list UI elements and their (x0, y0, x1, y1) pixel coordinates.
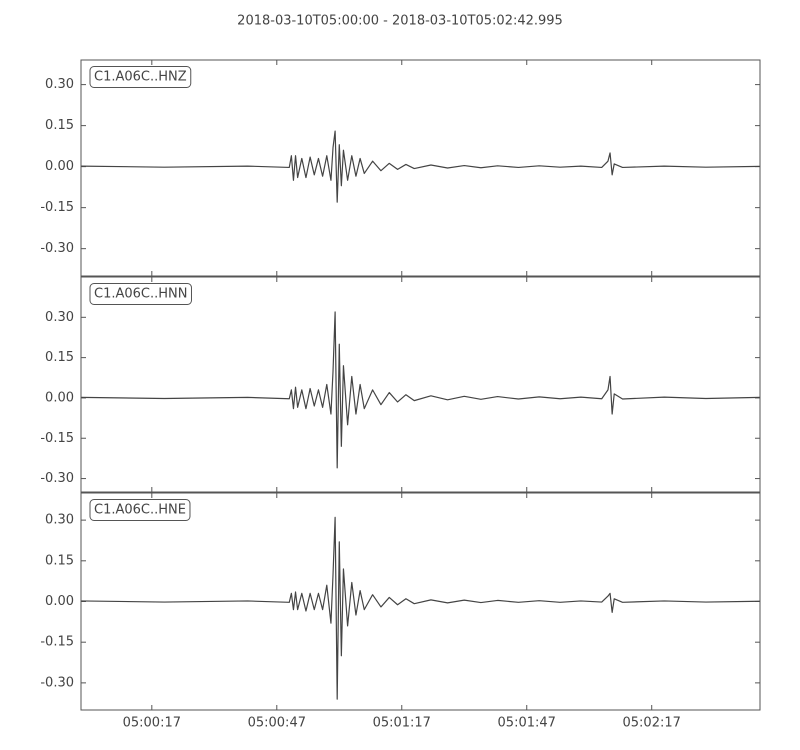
y-tick-label: -0.30 (40, 471, 74, 486)
x-tick-label: 05:01:47 (498, 716, 556, 731)
trace-label-box (89, 66, 192, 88)
x-tick-label: 05:02:17 (623, 716, 681, 731)
y-tick-label: 0.00 (45, 159, 74, 174)
y-tick-label: -0.15 (40, 635, 74, 650)
plot-frame (80, 276, 761, 493)
y-tick-label: 0.15 (45, 553, 74, 568)
x-tick-label: 05:00:47 (248, 716, 306, 731)
trace-label: C1.A06C..HNN (94, 287, 187, 302)
y-tick-label: -0.30 (40, 675, 74, 690)
waveform (80, 311, 761, 469)
y-tick-label: 0.30 (45, 77, 74, 92)
y-tick-label: 0.15 (45, 118, 74, 133)
y-tick-label: 0.30 (45, 310, 74, 325)
y-tick-label: -0.30 (40, 241, 74, 256)
chart-title: 2018-03-10T05:00:00 - 2018-03-10T05:02:4… (237, 14, 563, 29)
x-tick-label: 05:00:17 (123, 716, 181, 731)
y-tick-label: 0.30 (45, 513, 74, 528)
trace-label-box (89, 499, 191, 521)
x-tick-label: 05:01:17 (373, 716, 431, 731)
trace-label: C1.A06C..HNZ (94, 70, 187, 85)
y-tick-label: -0.15 (40, 431, 74, 446)
y-tick-label: 0.15 (45, 350, 74, 365)
y-tick-label: 0.00 (45, 594, 74, 609)
waveform (80, 130, 761, 203)
waveform (80, 516, 761, 700)
trace-label: C1.A06C..HNE (94, 503, 186, 518)
y-tick-label: 0.00 (45, 390, 74, 405)
plot-frame (80, 492, 761, 711)
y-tick-label: -0.15 (40, 200, 74, 215)
plot-frame (80, 59, 761, 277)
trace-label-box (89, 283, 192, 305)
